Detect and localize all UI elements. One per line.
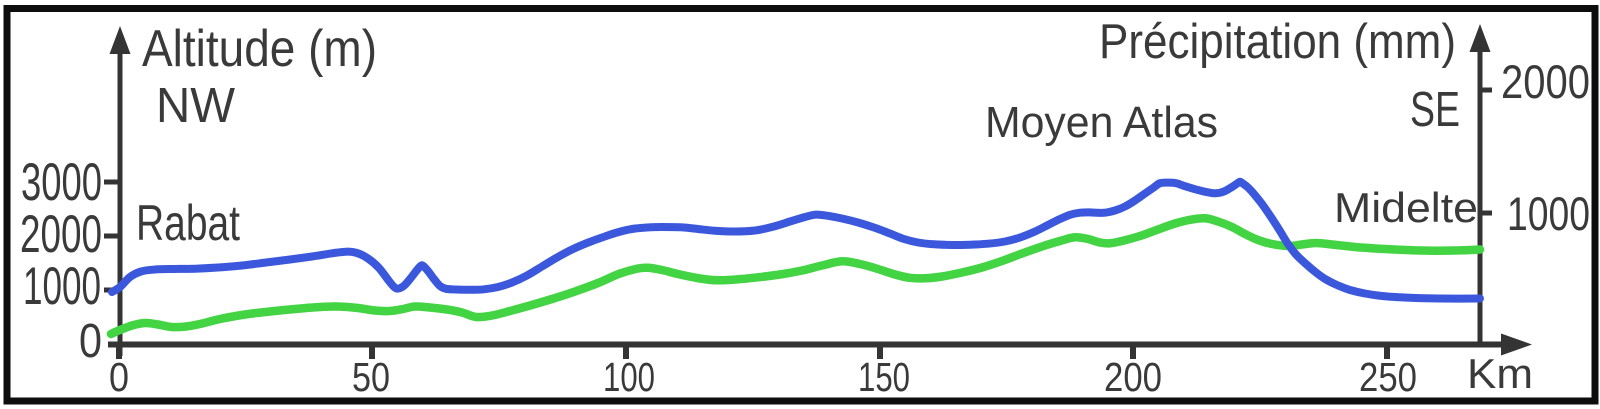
svg-text:250: 250	[1359, 354, 1417, 400]
svg-text:Altitude (m): Altitude (m)	[142, 20, 377, 78]
svg-text:50: 50	[352, 354, 390, 400]
svg-text:Midelte: Midelte	[1334, 184, 1478, 231]
svg-text:100: 100	[603, 354, 655, 400]
svg-text:0: 0	[109, 354, 129, 400]
svg-text:Rabat: Rabat	[136, 195, 240, 251]
svg-text:Précipitation (mm): Précipitation (mm)	[1099, 15, 1456, 69]
svg-text:SE: SE	[1410, 83, 1460, 137]
svg-text:2000: 2000	[1501, 55, 1590, 108]
svg-text:NW: NW	[156, 79, 236, 133]
svg-text:Moyen Atlas: Moyen Atlas	[985, 98, 1218, 147]
svg-text:3000: 3000	[21, 153, 102, 212]
svg-text:1000: 1000	[23, 257, 101, 316]
svg-text:Km: Km	[1467, 350, 1533, 397]
svg-text:150: 150	[858, 354, 910, 400]
svg-text:0: 0	[79, 315, 102, 368]
svg-text:200: 200	[1104, 354, 1162, 400]
svg-text:1000: 1000	[1507, 187, 1590, 240]
svg-text:2000: 2000	[20, 205, 102, 264]
